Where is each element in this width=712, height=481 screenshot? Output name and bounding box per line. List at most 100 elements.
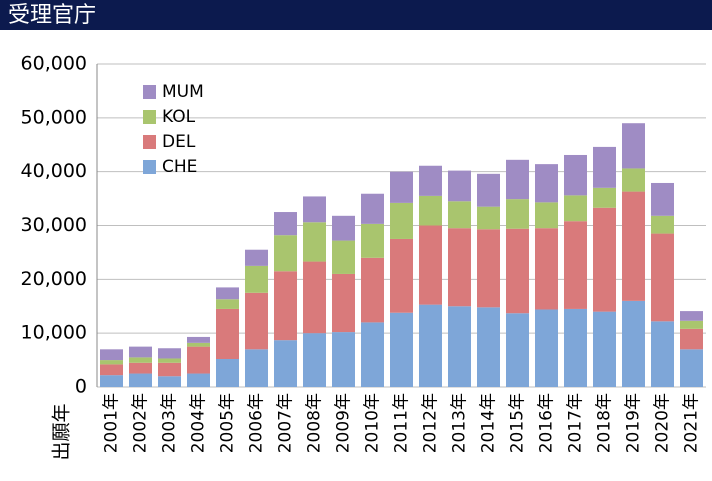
legend-swatch [143,160,156,174]
bar-segment [593,207,616,312]
bar-segment [419,225,442,305]
x-tick-label: 2010年 [363,393,383,453]
x-tick-label: 2002年 [131,393,151,453]
x-tick-label: 2004年 [189,393,209,453]
y-tick-label: 60,000 [21,53,87,75]
bar-segment [216,287,239,300]
bar-segment [506,199,529,229]
x-tick-label: 2020年 [653,393,673,453]
bar-segment [506,313,529,387]
x-tick-label: 2007年 [276,393,296,453]
bar-segment [506,228,529,314]
bar-segment [274,212,297,236]
bar-segment [477,229,500,308]
bar-segment [622,123,645,169]
bar-segment [564,308,587,387]
legend-label: KOL [162,107,196,127]
bar-segment [158,358,181,363]
bar-segment [651,233,674,322]
bar-segment [419,304,442,387]
x-tick-label: 2017年 [566,393,586,453]
bar-segment [274,340,297,387]
bar-segment [680,349,703,387]
x-tick-label: 2021年 [682,393,702,453]
y-tick-label: 0 [75,376,87,398]
x-tick-label: 2011年 [392,393,412,453]
bar-segment [332,332,355,387]
bar-segment [100,364,123,376]
legend-swatch [143,110,156,124]
bar-segment [680,328,703,350]
bar-segment [622,191,645,301]
bar-segment [332,273,355,333]
bar-segment [303,261,326,334]
y-tick-label: 50,000 [21,106,87,128]
bar-segment [622,300,645,387]
bar-segment [245,292,268,350]
bar-segment [593,311,616,387]
bar-segment [419,165,442,196]
bar-segment [477,206,500,230]
x-tick-label: 2005年 [218,393,238,453]
bar-segment [361,193,384,224]
legend-swatch [143,135,156,149]
bar-segment [390,202,413,239]
bar-segment [129,373,152,387]
x-tick-label: 2006年 [247,393,267,453]
x-tick-label: 2012年 [421,393,441,453]
bar-segment [477,173,500,207]
bar-segment [245,349,268,387]
bar-segment [651,215,674,234]
bar-segment [187,342,210,347]
bar-segment [158,362,181,377]
bar-segment [448,170,471,202]
x-tick-label: 2001年 [102,393,122,453]
legend-label: MUM [162,82,204,102]
bar-segment [216,299,239,309]
legend-swatch [143,85,156,99]
bar-segment [303,222,326,262]
bar-segment [651,182,674,216]
bar-segment [535,228,558,310]
bar-segment [419,195,442,226]
bar-segment [129,346,152,358]
chart-title: 受理官庁 [8,3,96,28]
header-bar [0,0,712,30]
bar-segment [361,223,384,258]
bar-segment [651,321,674,387]
bar-segment [245,249,268,266]
bar-segment [361,257,384,323]
y-tick-label: 20,000 [21,268,87,290]
legend-label: DEL [162,132,196,152]
bar-segment [216,308,239,360]
bar-segment [448,228,471,307]
bar-segment [303,196,326,223]
bar-segment [390,312,413,387]
bar-segment [390,171,413,203]
bar-segment [100,360,123,365]
bar-segment [187,346,210,374]
bar-segment [129,357,152,363]
x-axis-label: 出願年 [51,403,73,460]
x-tick-label: 2014年 [479,393,499,453]
bar-segment [506,159,529,200]
x-tick-label: 2018年 [595,393,615,453]
bar-segment [535,309,558,387]
bar-segment [564,154,587,196]
bar-segment [158,376,181,387]
x-tick-label: 2008年 [305,393,325,453]
bar-segment [622,168,645,192]
y-tick-label: 30,000 [21,214,87,236]
bar-segment [303,333,326,387]
bar-segment [593,146,616,188]
bar-segment [680,311,703,321]
bar-segment [187,373,210,387]
y-tick-label: 40,000 [21,160,87,182]
bar-segment [100,375,123,387]
x-tick-label: 2015年 [508,393,528,453]
bar-segment [158,348,181,359]
bar-segment [535,202,558,229]
bar-segment [274,235,297,272]
bar-segment [245,265,268,293]
